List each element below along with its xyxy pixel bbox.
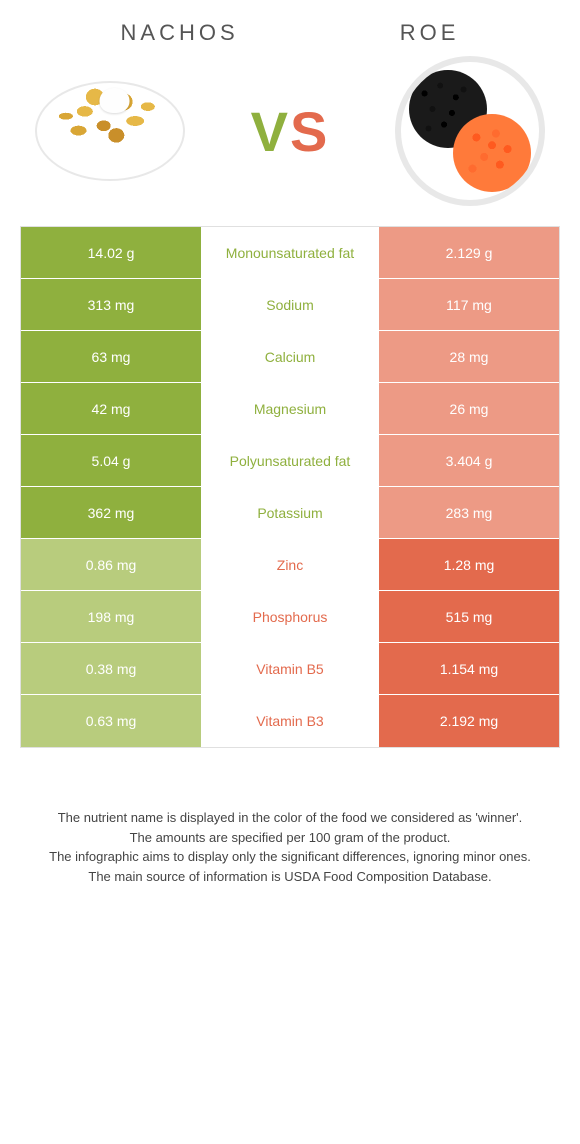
table-row: 0.63 mgVitamin B32.192 mg bbox=[21, 695, 559, 747]
right-value: 3.404 g bbox=[379, 435, 559, 486]
vs-v: V bbox=[251, 99, 290, 164]
header: Nachos Roe bbox=[0, 0, 580, 56]
left-value: 313 mg bbox=[21, 279, 201, 330]
right-value: 2.192 mg bbox=[379, 695, 559, 747]
nutrient-label: Sodium bbox=[201, 279, 379, 330]
nachos-image bbox=[30, 66, 190, 196]
vs-s: S bbox=[290, 99, 329, 164]
table-row: 0.86 mgZinc1.28 mg bbox=[21, 539, 559, 591]
left-value: 63 mg bbox=[21, 331, 201, 382]
left-value: 5.04 g bbox=[21, 435, 201, 486]
nutrient-label: Vitamin B3 bbox=[201, 695, 379, 747]
left-value: 0.86 mg bbox=[21, 539, 201, 590]
left-value: 42 mg bbox=[21, 383, 201, 434]
table-row: 63 mgCalcium28 mg bbox=[21, 331, 559, 383]
table-row: 313 mgSodium117 mg bbox=[21, 279, 559, 331]
right-value: 1.154 mg bbox=[379, 643, 559, 694]
footer-line: The infographic aims to display only the… bbox=[40, 847, 540, 867]
nachos-cream bbox=[100, 88, 130, 113]
nutrient-label: Magnesium bbox=[201, 383, 379, 434]
nutrient-label: Potassium bbox=[201, 487, 379, 538]
roe-plate bbox=[395, 56, 545, 206]
left-food-name: Nachos bbox=[121, 20, 239, 46]
left-value: 0.38 mg bbox=[21, 643, 201, 694]
nutrient-label: Polyunsaturated fat bbox=[201, 435, 379, 486]
nutrient-table: 14.02 gMonounsaturated fat2.129 g313 mgS… bbox=[20, 226, 560, 748]
table-row: 14.02 gMonounsaturated fat2.129 g bbox=[21, 227, 559, 279]
images-row: VS bbox=[0, 56, 580, 226]
right-food-name: Roe bbox=[400, 20, 460, 46]
nachos-plate bbox=[35, 81, 185, 181]
table-row: 0.38 mgVitamin B51.154 mg bbox=[21, 643, 559, 695]
footer-line: The amounts are specified per 100 gram o… bbox=[40, 828, 540, 848]
nutrient-label: Calcium bbox=[201, 331, 379, 382]
nutrient-label: Vitamin B5 bbox=[201, 643, 379, 694]
right-value: 28 mg bbox=[379, 331, 559, 382]
right-value: 2.129 g bbox=[379, 227, 559, 278]
right-value: 515 mg bbox=[379, 591, 559, 642]
table-row: 198 mgPhosphorus515 mg bbox=[21, 591, 559, 643]
nutrient-label: Phosphorus bbox=[201, 591, 379, 642]
footer-line: The main source of information is USDA F… bbox=[40, 867, 540, 887]
left-value: 362 mg bbox=[21, 487, 201, 538]
vs-label: VS bbox=[251, 99, 330, 164]
left-value: 198 mg bbox=[21, 591, 201, 642]
right-value: 26 mg bbox=[379, 383, 559, 434]
table-row: 42 mgMagnesium26 mg bbox=[21, 383, 559, 435]
table-row: 362 mgPotassium283 mg bbox=[21, 487, 559, 539]
nutrient-label: Monounsaturated fat bbox=[201, 227, 379, 278]
roe-image bbox=[390, 66, 550, 196]
left-value: 0.63 mg bbox=[21, 695, 201, 747]
right-value: 117 mg bbox=[379, 279, 559, 330]
right-value: 1.28 mg bbox=[379, 539, 559, 590]
table-row: 5.04 gPolyunsaturated fat3.404 g bbox=[21, 435, 559, 487]
footer-notes: The nutrient name is displayed in the co… bbox=[0, 748, 580, 906]
footer-line: The nutrient name is displayed in the co… bbox=[40, 808, 540, 828]
nutrient-label: Zinc bbox=[201, 539, 379, 590]
roe-orange-caviar bbox=[453, 114, 531, 192]
left-value: 14.02 g bbox=[21, 227, 201, 278]
right-value: 283 mg bbox=[379, 487, 559, 538]
